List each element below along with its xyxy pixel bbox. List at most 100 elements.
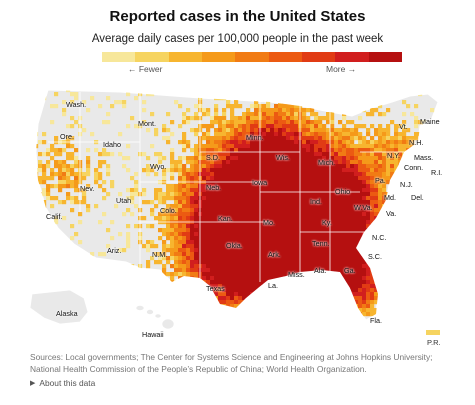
county-cell: [190, 304, 195, 309]
county-cell: [274, 184, 279, 189]
county-cell: [286, 208, 291, 213]
county-cell: [66, 184, 71, 189]
county-cell: [346, 236, 351, 241]
county-cell: [266, 160, 271, 165]
county-cell: [278, 192, 283, 197]
county-cell: [234, 236, 239, 241]
county-cell: [330, 148, 335, 153]
county-cell: [338, 232, 343, 237]
county-cell: [98, 300, 103, 305]
county-cell: [334, 156, 339, 161]
county-cell: [214, 192, 219, 197]
county-cell: [274, 316, 279, 320]
county-cell: [194, 160, 199, 165]
county-cell: [162, 196, 167, 201]
county-cell: [314, 140, 319, 145]
county-cell: [270, 116, 275, 121]
county-cell: [182, 208, 187, 213]
county-cell: [310, 140, 315, 145]
county-cell: [398, 144, 403, 149]
county-cell: [314, 232, 319, 237]
county-cell: [182, 116, 187, 121]
county-cell: [334, 168, 339, 173]
county-cell: [186, 188, 191, 193]
county-cell: [342, 252, 347, 257]
county-cell: [222, 280, 227, 285]
county-cell: [206, 92, 211, 97]
county-cell: [386, 272, 391, 277]
county-cell: [290, 164, 295, 169]
county-cell: [318, 184, 323, 189]
county-cell: [294, 260, 299, 265]
county-cell: [126, 272, 131, 277]
county-cell: [346, 200, 351, 205]
county-cell: [286, 192, 291, 197]
county-cell: [242, 124, 247, 129]
county-cell: [218, 320, 222, 324]
county-cell: [430, 212, 435, 217]
county-cell: [402, 284, 407, 289]
county-cell: [226, 136, 231, 141]
county-cell: [302, 148, 307, 153]
county-cell: [342, 164, 347, 169]
county-cell: [206, 164, 211, 169]
county-cell: [414, 216, 419, 221]
county-cell: [274, 144, 279, 149]
county-cell: [258, 280, 263, 285]
legend-swatch: [335, 52, 369, 62]
county-cell: [266, 240, 271, 245]
county-cell: [266, 304, 271, 309]
county-cell: [374, 128, 379, 133]
county-cell: [370, 284, 375, 289]
county-cell: [302, 264, 307, 269]
county-cell: [278, 176, 283, 181]
county-cell: [222, 244, 227, 249]
county-cell: [354, 256, 359, 261]
county-cell: [50, 148, 55, 153]
county-cell: [226, 176, 231, 181]
county-cell: [286, 308, 291, 313]
county-cell: [326, 144, 331, 149]
county-cell: [230, 192, 235, 197]
county-cell: [154, 296, 159, 301]
county-cell: [38, 180, 43, 185]
county-cell: [174, 224, 179, 229]
county-cell: [322, 184, 327, 189]
county-cell: [302, 244, 307, 249]
county-cell: [36, 180, 39, 185]
county-cell: [218, 184, 223, 189]
county-cell: [370, 220, 375, 225]
county-cell: [186, 292, 191, 297]
county-cell: [226, 268, 231, 273]
county-cell: [78, 240, 83, 245]
state-label-nj: N.J.: [400, 180, 413, 189]
county-cell: [214, 304, 219, 309]
county-cell: [274, 120, 279, 125]
county-cell: [386, 300, 391, 305]
county-cell: [158, 236, 163, 241]
county-cell: [362, 156, 367, 161]
county-cell: [366, 160, 371, 165]
county-cell: [226, 172, 231, 177]
county-cell: [210, 312, 215, 317]
county-cell: [378, 276, 383, 281]
county-cell: [190, 216, 195, 221]
county-cell: [282, 116, 287, 121]
county-cell: [202, 112, 207, 117]
county-cell: [210, 90, 215, 93]
county-cell: [342, 204, 347, 209]
county-cell: [226, 168, 231, 173]
county-cell: [398, 152, 403, 157]
county-cell: [362, 188, 367, 193]
county-cell: [318, 196, 323, 201]
county-cell: [262, 216, 267, 221]
about-data-toggle[interactable]: ▶ About this data: [30, 378, 95, 388]
county-cell: [318, 256, 323, 261]
county-cell: [406, 156, 411, 161]
county-cell: [230, 252, 235, 257]
county-cell: [338, 224, 343, 229]
county-cell: [278, 232, 283, 237]
county-cell: [314, 256, 319, 261]
county-cell: [282, 316, 287, 320]
county-cell: [214, 204, 219, 209]
